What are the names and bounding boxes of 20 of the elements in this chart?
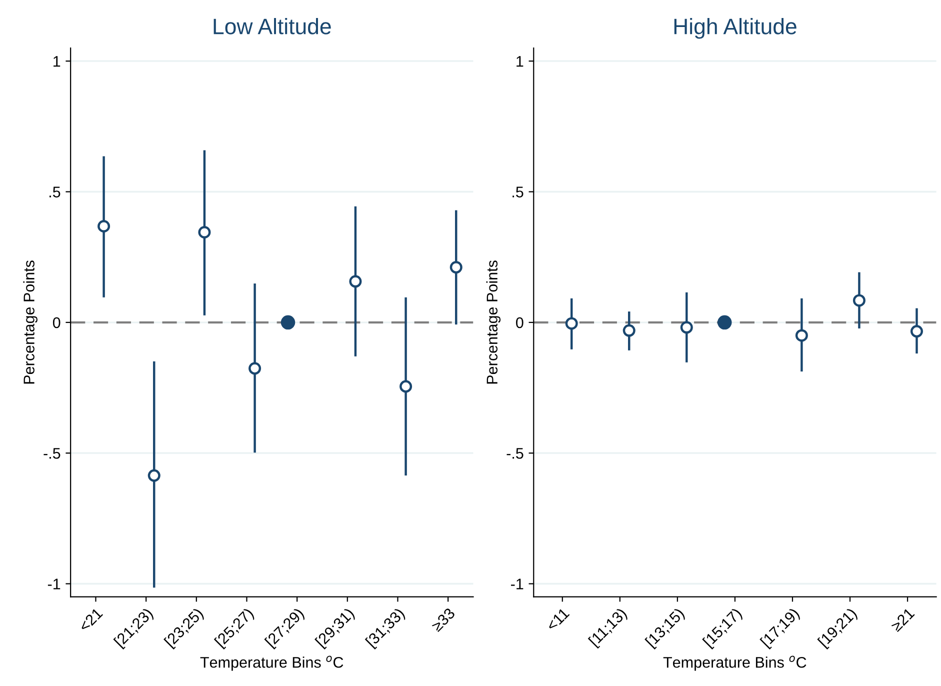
- y-tick-label: -1: [48, 578, 60, 590]
- y-tick-label: 1: [516, 56, 524, 67]
- chart-title: High Altitude: [674, 18, 796, 39]
- x-axis-title: Temperature Bins $^{o}$C: [200, 656, 344, 671]
- y-tick-label: 1: [54, 56, 60, 67]
- x-tick-label: <21: [78, 607, 104, 632]
- x-tick-label: ≥33: [430, 607, 456, 632]
- x-axis-title: Temperature Bins $^{o}$C: [663, 656, 806, 671]
- y-tick-label: .5: [50, 186, 60, 198]
- y-axis-title: Percentage Points: [486, 260, 501, 384]
- y-tick-label: 0: [52, 317, 60, 328]
- y-tick-label: -1: [511, 578, 524, 590]
- y-tick-label: -.5: [44, 448, 60, 459]
- y-tick-label: -.5: [506, 448, 524, 459]
- y-tick-label: .5: [512, 186, 524, 198]
- y-tick-label: 0: [516, 317, 524, 328]
- chart-title: Low Altitude: [214, 18, 331, 34]
- x-tick-label: ≥21: [890, 607, 915, 632]
- x-tick-label: <11: [546, 607, 570, 632]
- y-axis-title: Percentage Points: [23, 260, 38, 384]
